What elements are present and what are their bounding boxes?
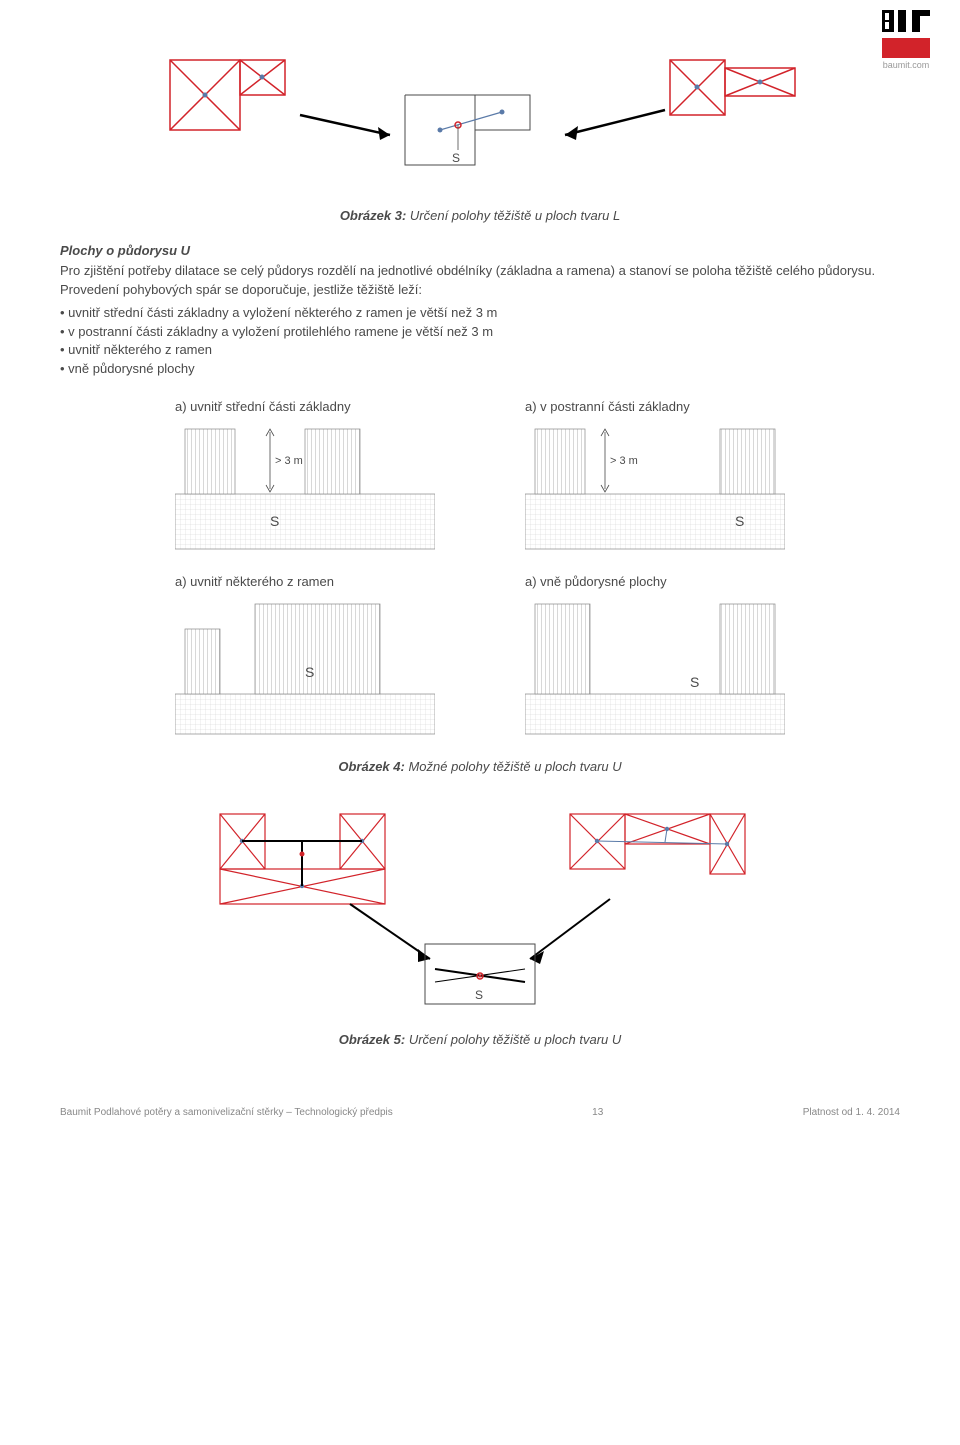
- svg-text:S: S: [690, 674, 699, 690]
- svg-text:> 3 m: > 3 m: [275, 455, 303, 467]
- svg-text:S: S: [270, 513, 279, 529]
- fig4-label-d: a) vně půdorysné plochy: [525, 574, 785, 589]
- section-title-u: Plochy o půdorysu U: [60, 243, 900, 258]
- svg-text:S: S: [452, 151, 460, 165]
- figure-3-svg: S: [160, 50, 800, 200]
- footer-page-number: 13: [393, 1107, 803, 1118]
- bullet-3: uvnitř některého z ramen: [60, 341, 900, 360]
- svg-text:S: S: [475, 988, 483, 1002]
- svg-text:S: S: [305, 664, 314, 680]
- fig4-label-a: a) uvnitř střední části základny: [175, 399, 435, 414]
- baumit-logo-icon: [882, 10, 930, 58]
- fig4-svg-b: > 3 m S: [525, 424, 785, 554]
- section-para: Pro zjištění potřeby dilatace se celý pů…: [60, 262, 900, 300]
- figure-4-caption: Obrázek 4: Možné polohy těžiště u ploch …: [60, 759, 900, 774]
- footer-left: Baumit Podlahové potěry a samonivelizačn…: [60, 1107, 393, 1118]
- fig4-svg-c: S: [175, 599, 435, 739]
- figure-5-caption: Obrázek 5: Určení polohy těžiště u ploch…: [60, 1032, 900, 1047]
- figure-3: S: [60, 50, 900, 200]
- logo-url: baumit.com: [882, 60, 930, 70]
- svg-text:> 3 m: > 3 m: [610, 455, 638, 467]
- figure-4-row1: a) uvnitř střední části základny: [60, 399, 900, 554]
- figure-5: S: [60, 804, 900, 1024]
- fig4-svg-d: S: [525, 599, 785, 739]
- bullet-2: v postranní části základny a vyložení pr…: [60, 323, 900, 342]
- footer-right: Platnost od 1. 4. 2014: [803, 1107, 900, 1118]
- figure-3-caption: Obrázek 3: Určení polohy těžiště u ploch…: [60, 208, 900, 223]
- svg-text:S: S: [735, 513, 744, 529]
- fig4-label-c: a) uvnitř některého z ramen: [175, 574, 435, 589]
- bullet-list: uvnitř střední části základny a vyložení…: [60, 304, 900, 379]
- bullet-4: vně půdorysné plochy: [60, 360, 900, 379]
- bullet-1: uvnitř střední části základny a vyložení…: [60, 304, 900, 323]
- brand-logo: baumit.com: [882, 10, 930, 70]
- figure-4-row2: a) uvnitř některého z ramen S a) vně půd…: [60, 574, 900, 739]
- fig4-svg-a: > 3 m S: [175, 424, 435, 554]
- figure-5-svg: S: [200, 804, 760, 1024]
- page-footer: Baumit Podlahové potěry a samonivelizačn…: [60, 1107, 900, 1118]
- fig4-label-b: a) v postranní části základny: [525, 399, 785, 414]
